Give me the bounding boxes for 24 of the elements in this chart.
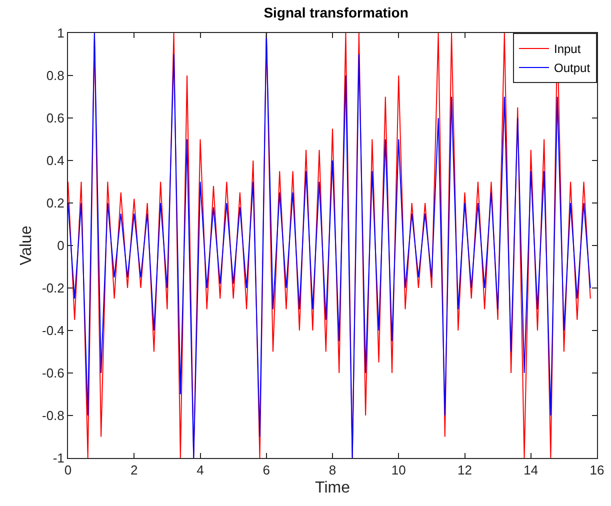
y-tick-label: -0.8 <box>42 408 64 424</box>
y-tick-label: 0.2 <box>46 196 64 211</box>
x-axis-title: Time <box>315 479 350 496</box>
x-tick-label: 16 <box>590 462 604 478</box>
y-tick-label: -0.6 <box>42 366 64 381</box>
x-tick-label: 10 <box>391 462 406 478</box>
x-tick-label: 14 <box>524 462 538 478</box>
y-tick-label: 0.4 <box>46 153 64 168</box>
y-tick-label: 0.8 <box>46 68 64 84</box>
y-tick-label: 1 <box>57 26 64 41</box>
x-tick-label: 2 <box>130 462 138 478</box>
x-tick-label: 12 <box>458 462 472 478</box>
y-tick-label: -1 <box>52 450 64 466</box>
x-tick-label: 8 <box>328 462 336 478</box>
x-tick-label: 6 <box>262 462 270 478</box>
y-tick-label: -0.2 <box>42 280 64 296</box>
legend-label: Output <box>554 61 591 76</box>
x-tick-label: 4 <box>196 462 204 478</box>
y-tick-label: 0 <box>57 238 64 254</box>
y-tick-label: 0.6 <box>46 110 64 126</box>
y-tick-label: -0.4 <box>42 323 64 338</box>
chart-title: Signal transformation <box>264 4 408 20</box>
y-axis-title: Value <box>18 226 35 266</box>
legend-label: Input <box>554 42 582 56</box>
